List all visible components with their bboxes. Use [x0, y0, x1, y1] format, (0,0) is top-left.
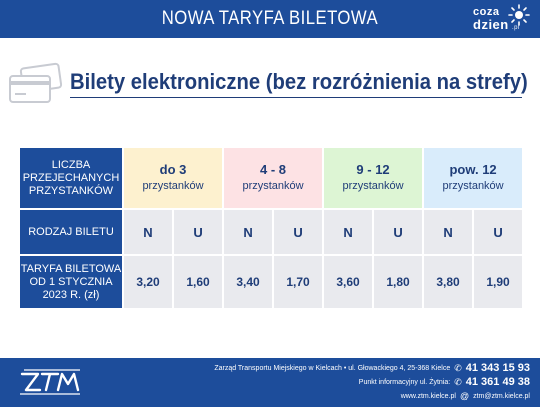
ticket-type-cell: N [322, 208, 375, 256]
footer-contact-line: www.ztm.kielce.pl @ ztm@ztm.kielce.pl [401, 391, 530, 401]
ticket-type-cell: N [122, 208, 174, 256]
ticket-type-header: RODZAJ BILETU [18, 208, 124, 256]
price-cell: 1,80 [372, 254, 425, 310]
ticket-type-cell: U [472, 208, 525, 256]
ticket-type-cell: U [372, 208, 425, 256]
site-logo[interactable]: coza dzien .pl [470, 4, 530, 36]
footer-phone-1[interactable]: 41 343 15 93 [465, 362, 530, 374]
footer-address-line: Zarząd Transportu Miejskiego w Kielcach … [214, 362, 530, 374]
title-underline [70, 97, 522, 98]
footer-phone-2[interactable]: 41 361 49 38 [465, 376, 530, 388]
ztm-logo [20, 369, 80, 395]
top-banner: NOWA TARYFA BILETOWA coza dzien .pl [0, 0, 540, 38]
ticket-type-row: RODZAJ BILETU N U N U N U N U [18, 208, 525, 256]
footer-email[interactable]: ztm@ztm.kielce.pl [473, 392, 530, 400]
footer: Zarząd Transportu Miejskiego w Kielcach … [0, 358, 540, 407]
zone-header-row: LICZBA PRZEJECHANYCH PRZYSTANKÓW do 3 pr… [18, 146, 525, 210]
price-cell: 1,90 [472, 254, 525, 310]
price-cell: 3,40 [222, 254, 275, 310]
fare-table: LICZBA PRZEJECHANYCH PRZYSTANKÓW do 3 pr… [18, 146, 525, 310]
fare-date-header: TARYFA BILETOWA OD 1 STYCZNIA 2023 R. (z… [18, 254, 124, 310]
email-icon: @ [459, 391, 470, 401]
footer-website[interactable]: www.ztm.kielce.pl [400, 392, 456, 400]
footer-info-label: Punkt informacyjny ul. Żytnia: [358, 378, 451, 386]
price-cell: 1,60 [171, 254, 225, 310]
price-cell: 3,20 [122, 254, 174, 310]
section-header: Bilety elektroniczne (bez rozróżnienia n… [0, 52, 540, 112]
zone-header-2: 4 - 8 przystanków [222, 146, 325, 210]
ticket-type-cell: N [222, 208, 275, 256]
ticket-type-cell: U [171, 208, 225, 256]
price-cell: 1,70 [272, 254, 325, 310]
price-cell: 3,60 [322, 254, 375, 310]
price-cell: 3,80 [422, 254, 475, 310]
zone-header-4: pow. 12 przystanków [422, 146, 525, 210]
credit-cards-icon [9, 62, 63, 103]
section-title: Bilety elektroniczne (bez rozróżnienia n… [70, 69, 528, 94]
phone-icon: ✆ [454, 362, 462, 373]
price-row: TARYFA BILETOWA OD 1 STYCZNIA 2023 R. (z… [18, 254, 525, 310]
ticket-type-cell: U [272, 208, 325, 256]
footer-info-line: Punkt informacyjny ul. Żytnia: ✆ 41 361 … [359, 376, 530, 388]
ticket-type-cell: N [422, 208, 475, 256]
footer-address: Zarząd Transportu Miejskiego w Kielcach … [214, 364, 451, 372]
phone-icon: ✆ [454, 376, 462, 387]
zone-header-1: do 3 przystanków [121, 146, 225, 210]
sun-icon [508, 4, 530, 26]
banner-title: NOWA TARYFA BILETOWA [161, 8, 379, 29]
stops-count-header: LICZBA PRZEJECHANYCH PRZYSTANKÓW [18, 146, 124, 210]
zone-header-3: 9 - 12 przystanków [322, 146, 425, 210]
